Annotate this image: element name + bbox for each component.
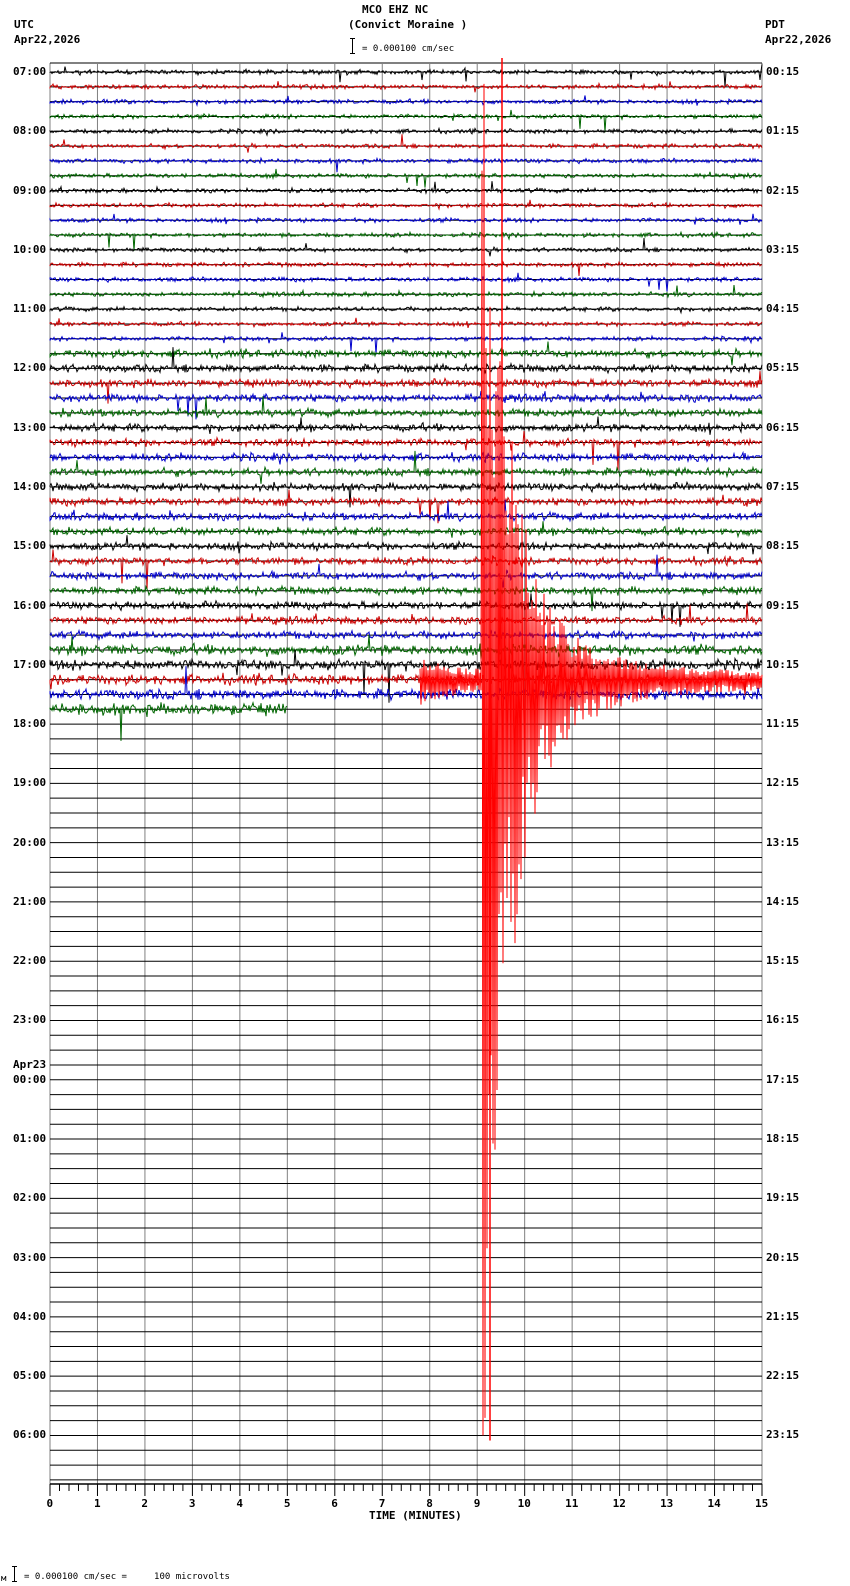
left-time-label: 18:00	[13, 717, 47, 731]
right-time-label: 15:15	[766, 954, 800, 968]
x-tick-label: 6	[331, 1497, 338, 1510]
left-time-label: 01:00	[13, 1132, 47, 1146]
right-time-label: 18:15	[766, 1132, 800, 1146]
left-time-label: 08:00	[13, 124, 47, 138]
right-time-label: 13:15	[766, 835, 800, 849]
right-time-label: 23:15	[766, 1428, 800, 1442]
x-tick-label: 13	[660, 1497, 674, 1510]
footer-scale-bar-icon	[12, 1566, 17, 1582]
right-time-label: 10:15	[766, 657, 800, 671]
right-time-label: 11:15	[766, 717, 800, 731]
left-timezone: UTC	[14, 18, 34, 31]
scale-label: = 0.000100 cm/sec	[362, 44, 455, 54]
right-time-label: 04:15	[766, 302, 800, 316]
x-tick-label: 15	[755, 1497, 769, 1510]
site-name: (Convict Moraine )	[348, 18, 468, 31]
scale-bar-icon	[350, 38, 355, 54]
left-time-label: 11:00	[13, 302, 47, 316]
right-date: Apr22,2026	[765, 33, 832, 46]
x-tick-label: 1	[93, 1497, 101, 1510]
x-tick-label: 12	[612, 1497, 626, 1510]
right-time-label: 09:15	[766, 598, 800, 612]
right-time-label: 12:15	[766, 776, 800, 790]
left-time-label: 21:00	[13, 894, 47, 908]
footer-scale-note: = 0.000100 cm/sec = 100 microvolts	[24, 1572, 230, 1582]
right-time-label: 07:15	[766, 479, 800, 493]
x-tick-label: 8	[426, 1497, 433, 1510]
left-time-label: 20:00	[13, 835, 47, 849]
x-tick-label: 3	[188, 1497, 196, 1510]
footer-prefix: м	[1, 1574, 7, 1584]
left-time-label: 07:00	[13, 65, 47, 78]
right-time-label: 05:15	[766, 361, 800, 375]
left-time-label: 19:00	[13, 776, 47, 790]
right-time-label: 19:15	[766, 1191, 800, 1205]
x-tick-label: 2	[141, 1497, 149, 1510]
left-time-label: 04:00	[13, 1309, 47, 1323]
left-time-label: 00:00	[13, 1072, 47, 1086]
station-title: MCO EHZ NC	[362, 3, 429, 16]
left-time-label: 10:00	[13, 242, 47, 256]
left-time-label: 06:00	[13, 1428, 47, 1442]
right-time-label: 22:15	[766, 1369, 800, 1383]
x-tick-label: 10	[517, 1497, 531, 1510]
right-timezone: PDT	[765, 18, 785, 31]
right-time-label: 17:15	[766, 1072, 800, 1086]
left-date-change-label: Apr23	[13, 1057, 47, 1071]
left-time-label: 12:00	[13, 361, 47, 375]
left-time-label: 17:00	[13, 657, 47, 671]
left-time-label: 16:00	[13, 598, 47, 612]
x-tick-label: 5	[283, 1497, 291, 1510]
left-time-label: 05:00	[13, 1369, 47, 1383]
right-time-label: 16:15	[766, 1013, 800, 1027]
right-time-label: 21:15	[766, 1309, 800, 1323]
left-time-label: 14:00	[13, 479, 47, 493]
right-time-label: 00:15	[766, 65, 800, 78]
left-time-label: 15:00	[13, 539, 47, 553]
x-tick-label: 11	[565, 1497, 579, 1510]
left-time-label: 13:00	[13, 420, 47, 434]
x-tick-label: 0	[46, 1497, 54, 1510]
x-tick-label: 9	[473, 1497, 481, 1510]
left-time-label: 02:00	[13, 1191, 47, 1205]
x-tick-label: 14	[707, 1497, 721, 1510]
right-time-label: 03:15	[766, 242, 800, 256]
left-time-label: 22:00	[13, 954, 47, 968]
right-time-label: 01:15	[766, 124, 800, 138]
right-time-label: 14:15	[766, 894, 800, 908]
left-time-label: 09:00	[13, 183, 47, 197]
x-tick-label: 4	[236, 1497, 243, 1510]
right-time-label: 06:15	[766, 420, 800, 434]
right-time-label: 02:15	[766, 183, 800, 197]
right-time-label: 08:15	[766, 539, 800, 553]
left-date: Apr22,2026	[14, 33, 81, 46]
left-time-label: 23:00	[13, 1013, 47, 1027]
x-tick-label: 7	[378, 1497, 386, 1510]
x-axis-label: TIME (MINUTES)	[369, 1509, 462, 1522]
right-time-label: 20:15	[766, 1250, 800, 1264]
left-time-label: 03:00	[13, 1250, 47, 1264]
